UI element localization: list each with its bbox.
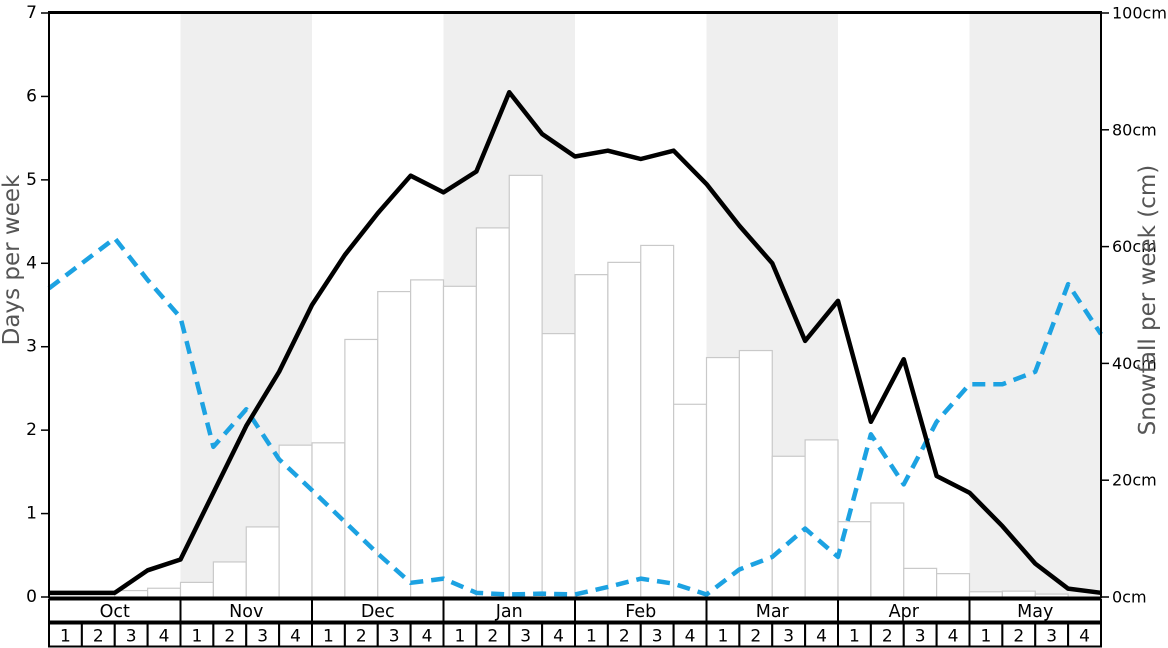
axes-spines	[48, 11, 1102, 600]
week-label: 2	[224, 627, 235, 647]
month-row: Oct Nov Dec Jan Feb Mar Apr May	[48, 598, 1102, 623]
week-label: 2	[356, 627, 367, 647]
left-tick-label: 2	[26, 420, 37, 440]
week-row: 1 2 3 4 1 2 3 4 1 2 3 4 1 2 3 4 1 2 3 4 1 2 3 4 1 2 3 4 1 2 3 4	[48, 622, 1102, 648]
snowfall-bar	[607, 261, 642, 598]
week-label: 3	[783, 627, 794, 647]
left-axis-ticks: 0 1 2 3 4 5 6 7	[26, 3, 49, 607]
week-label: 3	[126, 627, 137, 647]
snowfall-bar	[705, 356, 740, 598]
month-label: Jan	[495, 602, 523, 622]
snowfall-bar	[771, 455, 806, 598]
snowfall-bar	[541, 333, 576, 598]
snowfall-bar	[147, 587, 182, 598]
month-label: Feb	[625, 602, 656, 622]
week-label: 1	[323, 627, 334, 647]
left-tick-label: 6	[26, 86, 37, 106]
right-tick-label: 20cm	[1112, 471, 1157, 490]
snowfall-bar	[968, 591, 1003, 598]
month-label: Mar	[756, 602, 790, 622]
week-label: 3	[652, 627, 663, 647]
week-label: 4	[290, 627, 301, 647]
line-series	[47, 90, 1103, 597]
week-label: 3	[915, 627, 926, 647]
left-axis-title: Days per week	[0, 174, 25, 345]
week-label: 3	[257, 627, 268, 647]
left-tick-label: 5	[26, 170, 37, 190]
week-label: 1	[192, 627, 203, 647]
week-label: 1	[981, 627, 992, 647]
snowfall-bar	[870, 502, 905, 598]
right-axis-title: Snowfall per week (cm)	[1135, 165, 1161, 436]
month-label: Apr	[889, 602, 920, 622]
week-label: 1	[60, 627, 71, 647]
week-label: 1	[586, 627, 597, 647]
left-tick-label: 7	[26, 3, 37, 23]
right-tick-label: 80cm	[1112, 120, 1157, 139]
left-tick-label: 0	[26, 587, 37, 607]
right-axis-ticks: 0cm 20cm 40cm 60cm 80cm 100cm	[1101, 4, 1167, 607]
days-per-week-line	[49, 90, 1102, 596]
week-label: 2	[93, 627, 104, 647]
week-label: 2	[1013, 627, 1024, 647]
snowfall-bars	[114, 174, 1069, 598]
snowfall-bar	[179, 581, 214, 598]
snowfall-bar	[738, 349, 773, 598]
week-label: 3	[1046, 627, 1057, 647]
week-label: 4	[553, 627, 564, 647]
week-cell	[1067, 622, 1102, 648]
month-band	[969, 13, 1101, 597]
right-tick-label: 0cm	[1112, 588, 1147, 607]
snowfall-bar	[377, 290, 412, 598]
week-label: 4	[948, 627, 959, 647]
snowfall-bar	[442, 285, 477, 598]
month-label: Dec	[361, 602, 395, 622]
snowfall-bar	[278, 444, 313, 598]
right-tick-label: 40cm	[1112, 354, 1157, 373]
month-label: Oct	[100, 602, 130, 622]
snowfall-bar	[673, 403, 708, 598]
week-label: 1	[718, 627, 729, 647]
snowfall-bar	[903, 567, 938, 598]
right-tick-label: 60cm	[1112, 237, 1157, 256]
week-label: 4	[685, 627, 696, 647]
snowfall-bar	[475, 227, 510, 598]
snowfall-bar	[936, 573, 971, 598]
week-label: 1	[849, 627, 860, 647]
snowfall-bar	[640, 244, 675, 598]
week-label: 4	[1079, 627, 1090, 647]
week-label: 4	[422, 627, 433, 647]
left-tick-label: 1	[26, 504, 37, 524]
week-label: 1	[455, 627, 466, 647]
left-tick-label: 4	[26, 253, 37, 273]
week-label: 4	[816, 627, 827, 647]
snowfall-bar	[1001, 590, 1036, 598]
snowfall-bar	[574, 274, 609, 598]
month-cell	[968, 598, 1102, 623]
snowfall-bar	[344, 338, 379, 598]
week-label: 3	[389, 627, 400, 647]
week-label: 3	[520, 627, 531, 647]
week-label: 2	[882, 627, 893, 647]
left-tick-label: 3	[26, 337, 37, 357]
snowfall-bar	[245, 526, 280, 598]
snowfall-bar	[804, 439, 839, 598]
week-label: 2	[619, 627, 630, 647]
right-tick-label: 100cm	[1112, 4, 1167, 23]
week-label: 2	[487, 627, 498, 647]
snowfall-bar	[212, 561, 247, 598]
week-label: 2	[750, 627, 761, 647]
snowfall-bar	[508, 174, 543, 598]
snowfall-bar	[410, 279, 445, 598]
month-label: Nov	[229, 602, 263, 622]
week-label: 4	[159, 627, 170, 647]
month-label: May	[1017, 602, 1053, 622]
